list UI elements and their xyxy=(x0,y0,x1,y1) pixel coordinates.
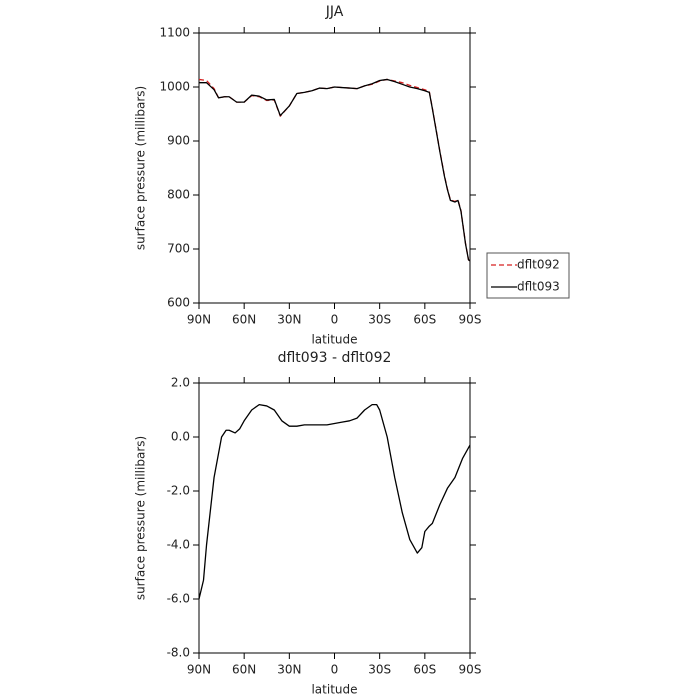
x-tick-label: 90N xyxy=(187,663,211,677)
y-tick-label: -4.0 xyxy=(167,538,190,552)
y-tick-label: -6.0 xyxy=(167,592,190,606)
legend-label: dflt092 xyxy=(517,258,560,272)
x-tick-label: 90S xyxy=(459,663,482,677)
x-tick-label: 60N xyxy=(232,313,256,327)
x-tick-label: 60S xyxy=(413,663,436,677)
y-tick-label: 1000 xyxy=(159,80,190,94)
legend-box xyxy=(486,252,570,299)
x-tick-label: 60N xyxy=(232,663,256,677)
y-tick-label: -8.0 xyxy=(167,646,190,660)
x-tick-label: 30N xyxy=(277,663,301,677)
chart-title: dflt093 - dflt092 xyxy=(278,350,392,366)
x-tick-label: 90S xyxy=(459,313,482,327)
x-axis-label: latitude xyxy=(311,333,357,347)
x-tick-label: 90N xyxy=(187,313,211,327)
x-tick-label: 30S xyxy=(368,313,391,327)
plot-frame xyxy=(198,32,471,304)
x-tick-label: 30N xyxy=(277,313,301,327)
data-line xyxy=(198,78,471,262)
chart-title: JJA xyxy=(325,4,344,20)
x-tick-label: 0 xyxy=(331,663,339,677)
y-axis-label: surface pressure (millibars) xyxy=(134,436,148,600)
data-line xyxy=(199,78,471,262)
y-tick-label: 700 xyxy=(167,242,190,256)
y-tick-label: 800 xyxy=(167,188,190,202)
x-tick-label: 30S xyxy=(368,663,391,677)
y-tick-label: 900 xyxy=(167,134,190,148)
y-tick-label: 2.0 xyxy=(171,376,190,390)
y-tick-label: 0.0 xyxy=(171,430,190,444)
x-tick-label: 0 xyxy=(331,313,339,327)
x-tick-label: 60S xyxy=(413,313,436,327)
y-tick-label: 1100 xyxy=(159,26,190,40)
y-axis-label: surface pressure (millibars) xyxy=(134,86,148,250)
legend-label: dflt093 xyxy=(517,280,560,294)
y-tick-label: -2.0 xyxy=(167,484,190,498)
y-tick-label: 600 xyxy=(167,296,190,310)
x-axis-label: latitude xyxy=(311,683,357,697)
data-line xyxy=(198,403,471,600)
